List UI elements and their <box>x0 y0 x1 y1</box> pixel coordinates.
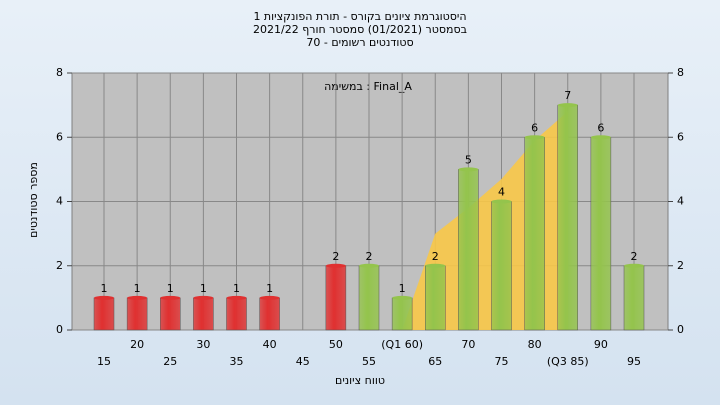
x-tick-label: 20 <box>130 338 144 351</box>
bar <box>623 265 645 331</box>
x-axis-label: טווח ציונים <box>335 374 385 387</box>
bar <box>557 104 578 331</box>
bar-top <box>624 263 644 268</box>
bar-top <box>359 263 379 268</box>
y2-tick-label: 0 <box>677 323 684 336</box>
y2-tick-label: 4 <box>677 195 684 208</box>
data-label: 1 <box>200 282 207 295</box>
bar-top <box>193 295 214 300</box>
bar <box>193 297 214 331</box>
data-label: 2 <box>432 250 439 263</box>
x-tick-label: (Q1 60) <box>381 338 423 351</box>
chart-title: היסטוגרמת ציונים בקורס - תורת הפונקציות … <box>253 10 466 23</box>
x-tick-label: 40 <box>263 338 277 351</box>
bar <box>325 265 347 331</box>
bar-top <box>491 199 512 204</box>
chart-subtitle: בסמסטר (01/2021) סמסטר חורף 2021/22 <box>253 23 467 36</box>
x-tick-label: (Q3 85) <box>547 355 589 368</box>
y2-tick-label: 2 <box>677 259 684 272</box>
bar <box>425 265 446 331</box>
bar <box>590 137 612 331</box>
bar-top <box>160 295 181 300</box>
x-tick-label: 30 <box>196 338 210 351</box>
bar-top <box>524 135 545 140</box>
y-tick-label: 2 <box>56 259 63 272</box>
data-label: 1 <box>266 282 273 295</box>
x-tick-label: 45 <box>296 355 310 368</box>
bar <box>160 297 181 331</box>
data-label: 1 <box>134 282 141 295</box>
x-tick-label: 25 <box>163 355 177 368</box>
x-tick-label: 90 <box>594 338 608 351</box>
data-label: 1 <box>167 282 174 295</box>
bar <box>491 201 512 331</box>
data-label: 1 <box>399 282 406 295</box>
bar <box>524 137 545 331</box>
data-label: 4 <box>498 186 505 199</box>
bar <box>391 297 413 331</box>
y-tick-label: 8 <box>56 66 63 79</box>
bar-top <box>325 263 346 268</box>
bar-top <box>425 263 446 268</box>
x-tick-label: 15 <box>97 355 111 368</box>
x-tick-label: 65 <box>428 355 442 368</box>
bar <box>93 297 115 331</box>
x-tick-label: 70 <box>461 338 475 351</box>
annotation: במשימה : Final_A <box>324 80 412 93</box>
y-tick-label: 6 <box>56 130 63 143</box>
bar-top <box>557 103 578 108</box>
y-tick-label: 4 <box>56 195 63 208</box>
data-label: 1 <box>233 282 240 295</box>
bar-top <box>94 295 114 300</box>
bar <box>458 169 479 331</box>
bar-top <box>226 295 247 300</box>
x-tick-label: 55 <box>362 355 376 368</box>
x-tick-label: 35 <box>230 355 244 368</box>
bar-top <box>590 135 611 140</box>
bar-top <box>259 295 280 300</box>
bar-top <box>458 167 479 172</box>
x-tick-label: 75 <box>495 355 509 368</box>
x-tick-label: 95 <box>627 355 641 368</box>
chart-subtitle: סטודנטים רשומים - 70 <box>306 36 413 49</box>
y2-tick-label: 8 <box>677 66 684 79</box>
bar <box>358 265 380 331</box>
data-label: 1 <box>101 282 108 295</box>
y-axis-label: מספר סטודנטים <box>27 162 40 238</box>
data-label: 2 <box>631 250 638 263</box>
y-tick-label: 0 <box>56 323 63 336</box>
bar-top <box>127 295 148 300</box>
bar <box>226 297 247 331</box>
data-label: 5 <box>465 153 472 166</box>
data-label: 2 <box>366 250 373 263</box>
data-label: 2 <box>332 250 339 263</box>
data-label: 7 <box>564 89 571 102</box>
bar <box>259 297 280 331</box>
data-label: 6 <box>597 121 604 134</box>
y2-tick-label: 6 <box>677 130 684 143</box>
x-tick-label: 80 <box>528 338 542 351</box>
bar-top <box>392 295 413 300</box>
x-tick-label: 50 <box>329 338 343 351</box>
data-label: 6 <box>531 121 538 134</box>
bar <box>126 297 148 331</box>
